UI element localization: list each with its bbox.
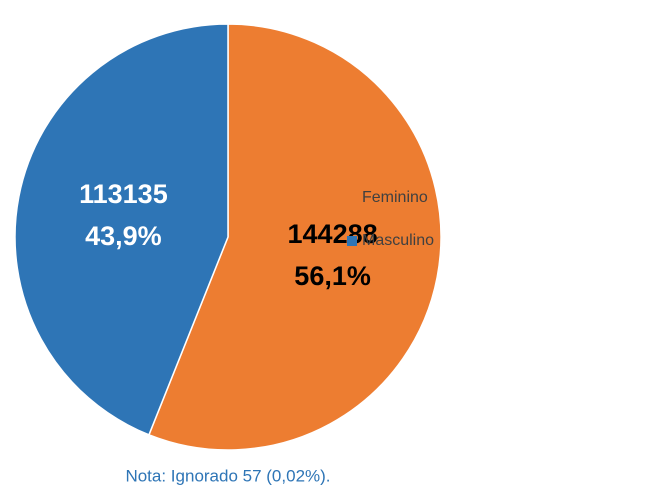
value-label: 144288 <box>288 219 378 249</box>
percentage-label: 56,1% <box>294 261 371 291</box>
legend-swatch <box>347 236 357 246</box>
legend-swatch <box>347 193 357 203</box>
percentage-label: 43,9% <box>85 221 162 251</box>
pie-slice <box>147 23 442 451</box>
pie-slice <box>14 23 229 436</box>
value-label: 113135 <box>79 179 168 209</box>
note: Nota: Ignorado 57 (0,02%). <box>125 466 330 485</box>
legend-label: Feminino <box>362 189 428 206</box>
legend-label: Masculino <box>362 232 434 249</box>
